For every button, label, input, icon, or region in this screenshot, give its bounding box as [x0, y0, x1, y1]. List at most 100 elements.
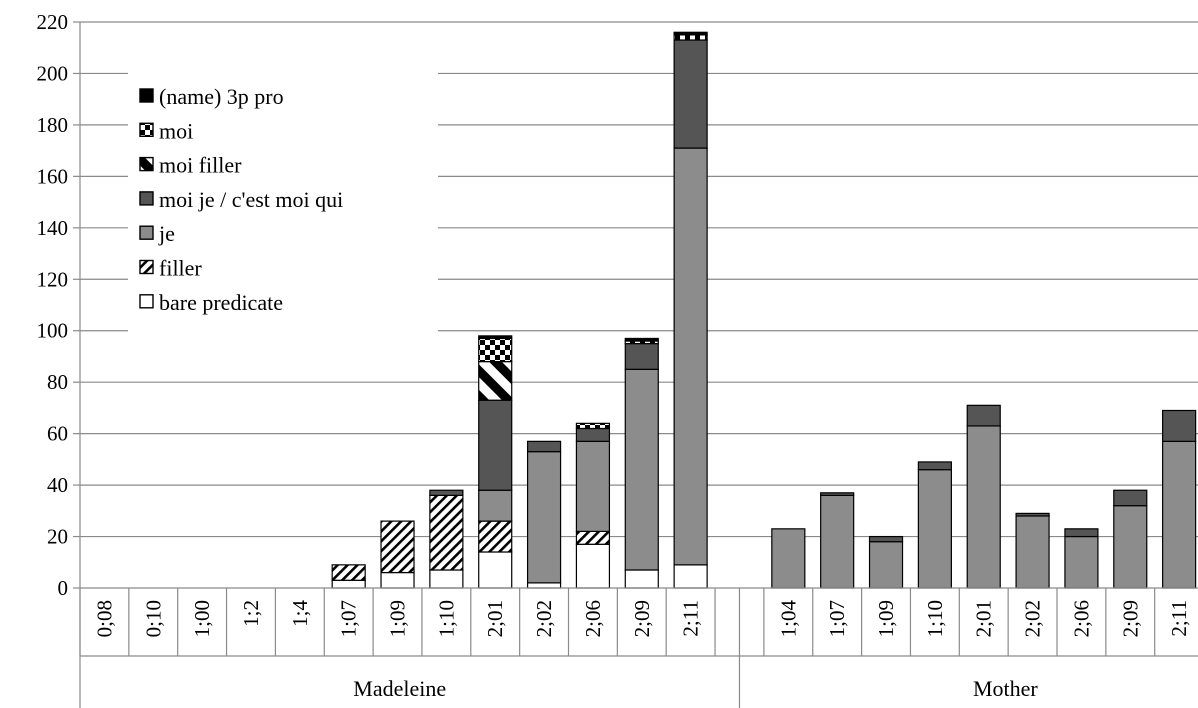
bar-segment — [575, 543, 611, 589]
bar-segment — [1162, 409, 1197, 442]
y-tick-label: 40 — [47, 473, 68, 497]
bar-segment — [478, 520, 513, 553]
x-category-label: 1;10 — [923, 600, 947, 637]
legend-label: moi filler — [159, 153, 242, 178]
bar-segment — [624, 337, 659, 342]
legend-label: bare predicate — [159, 290, 283, 315]
x-category-label: 2;01 — [972, 600, 996, 637]
x-category-label: 2;11 — [679, 600, 703, 637]
bar-segment — [966, 404, 1001, 427]
bar-segment — [331, 564, 366, 581]
legend-label: moi — [159, 118, 193, 143]
x-category-label: 2;02 — [1021, 600, 1045, 637]
bar-segment — [575, 440, 611, 533]
bar-segment — [771, 528, 806, 589]
legend-label: (name) 3p pro — [159, 84, 284, 109]
bar-segment — [673, 34, 708, 41]
x-category-label: 1;09 — [386, 600, 410, 637]
bar-segment — [575, 530, 611, 545]
bar-segment — [429, 569, 464, 589]
x-category-label: 2;06 — [581, 600, 605, 637]
legend-swatch — [139, 259, 154, 275]
bar-segment — [820, 492, 855, 496]
y-tick-label: 80 — [47, 370, 68, 394]
bar-segment — [624, 368, 659, 571]
bar-segment — [429, 494, 464, 571]
y-tick-label: 200 — [37, 61, 69, 85]
bar-segment — [526, 451, 562, 584]
y-tick-label: 180 — [37, 113, 69, 137]
legend-background — [128, 70, 438, 368]
legend-swatch — [139, 191, 154, 206]
legend-swatch — [139, 294, 154, 309]
bar-segment — [868, 541, 904, 589]
legend-label: moi je / c'est moi qui — [159, 187, 343, 212]
bar-segment — [1064, 528, 1099, 538]
bar-segment — [429, 489, 464, 496]
bar-segment — [478, 399, 513, 491]
y-tick-label: 60 — [47, 422, 68, 446]
x-category-label: 1;4 — [288, 600, 312, 627]
legend-swatch — [139, 156, 154, 172]
bar-segment — [526, 582, 562, 589]
x-category-label: 2;02 — [532, 600, 556, 637]
bar-segment — [478, 551, 513, 589]
bar-segment — [1113, 489, 1148, 507]
group-label: Madeleine — [353, 676, 446, 701]
x-category-label: 2;09 — [1118, 600, 1142, 637]
legend-label: filler — [159, 256, 202, 281]
y-tick-label: 220 — [37, 10, 69, 34]
bar-segment — [478, 335, 513, 340]
bar-segment — [1064, 535, 1099, 589]
x-category-label: 0;08 — [92, 600, 116, 637]
bar-segment — [1113, 505, 1148, 589]
legend: (name) 3p pro moi moi filler moi je / c'est… — [128, 70, 438, 368]
x-category-label: 2;06 — [1069, 600, 1093, 637]
bar-segment — [673, 31, 708, 36]
x-category-label: 1;2 — [239, 600, 263, 627]
bar-segment — [1015, 512, 1050, 517]
bar-segment — [624, 342, 659, 370]
y-tick-label: 160 — [37, 164, 69, 188]
bars — [331, 31, 1197, 589]
bar-segment — [1162, 440, 1197, 589]
bar-segment — [575, 427, 611, 442]
bar-segment — [575, 422, 611, 430]
bar-segment — [820, 494, 855, 589]
bar-segment — [624, 569, 659, 589]
axes: 0 20 40 60 80 100 120 140 160 180 200 220 0;08 0;10 1;… — [37, 10, 1198, 708]
bar-segment — [1015, 515, 1050, 589]
x-category-label: 1;04 — [776, 600, 800, 638]
bar-segment — [673, 564, 708, 589]
x-category-label: 2;09 — [630, 600, 654, 637]
x-category-label: 1;10 — [434, 600, 458, 637]
bar-segment — [478, 361, 513, 401]
x-category-label: 1;00 — [190, 600, 214, 637]
x-category-label: 1;09 — [874, 600, 898, 637]
x-category-label: 0;10 — [141, 600, 165, 637]
bar-segment — [478, 337, 513, 363]
y-tick-label: 140 — [37, 216, 69, 240]
y-tick-label: 120 — [37, 267, 69, 291]
bar-segment — [917, 469, 952, 589]
legend-label: je — [158, 221, 175, 246]
x-category-label: 1;07 — [337, 600, 361, 637]
y-tick-label: 0 — [58, 576, 69, 600]
bar-segment — [380, 571, 415, 589]
bar-segment — [966, 425, 1001, 589]
bar-segment — [673, 39, 708, 149]
bar-segment — [478, 489, 513, 522]
bar-segment — [380, 520, 415, 574]
bar-segment — [673, 147, 708, 566]
bar-segment — [331, 579, 366, 589]
y-tick-label: 100 — [37, 319, 69, 343]
y-tick-label: 20 — [47, 525, 68, 549]
legend-swatch — [139, 122, 154, 138]
bar-segment — [868, 535, 904, 543]
legend-swatch — [139, 88, 154, 103]
x-category-label: 2;01 — [483, 600, 507, 637]
bar-segment — [917, 461, 952, 471]
group-label: Mother — [973, 676, 1038, 701]
legend-swatch — [139, 225, 154, 240]
